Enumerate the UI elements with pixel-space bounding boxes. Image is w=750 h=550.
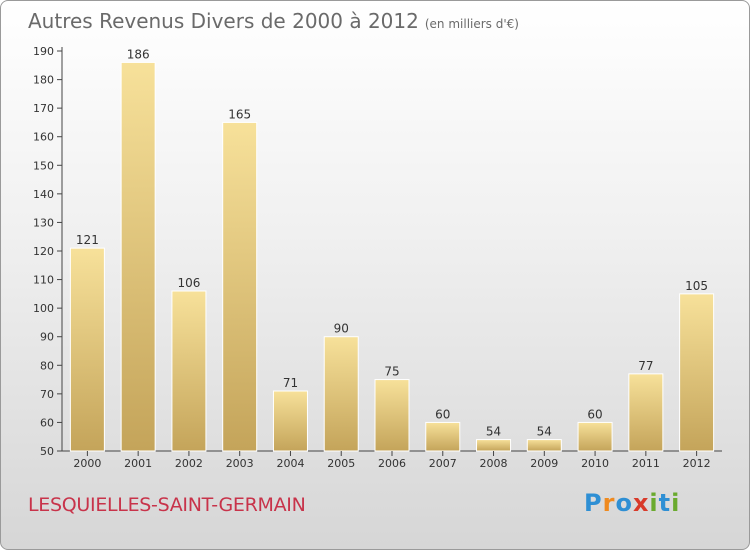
x-tick-label: 2012 bbox=[683, 457, 711, 470]
bar bbox=[69, 247, 105, 452]
x-tick-label: 2008 bbox=[480, 457, 508, 470]
x-tick-label: 2004 bbox=[276, 457, 304, 470]
y-tick-label: 50 bbox=[40, 445, 54, 458]
chart-title-text: Autres Revenus Divers de 2000 à 2012 bbox=[28, 9, 419, 33]
y-tick-label: 60 bbox=[40, 416, 54, 429]
bar-value-label: 77 bbox=[638, 359, 653, 373]
x-tick-label: 2007 bbox=[429, 457, 457, 470]
bar bbox=[577, 421, 613, 452]
x-tick-label: 2010 bbox=[581, 457, 609, 470]
bar-value-label: 121 bbox=[76, 233, 99, 247]
proxiti-logo: Proxiti bbox=[584, 489, 681, 517]
bar bbox=[628, 373, 664, 452]
bar-value-label: 60 bbox=[587, 407, 602, 421]
chart-title: Autres Revenus Divers de 2000 à 2012 (en … bbox=[28, 9, 519, 33]
chart-unit: (en milliers d'€) bbox=[424, 17, 519, 31]
y-tick-label: 130 bbox=[33, 216, 54, 229]
bar bbox=[120, 61, 156, 452]
y-tick-label: 110 bbox=[33, 274, 54, 287]
y-tick-label: 80 bbox=[40, 359, 54, 372]
bar-value-label: 186 bbox=[127, 47, 150, 61]
bar-value-label: 165 bbox=[228, 107, 251, 121]
bar bbox=[222, 121, 258, 452]
y-tick-label: 150 bbox=[33, 159, 54, 172]
x-tick-label: 2002 bbox=[175, 457, 203, 470]
x-tick-label: 2006 bbox=[378, 457, 406, 470]
bar bbox=[526, 439, 562, 452]
x-tick-label: 2005 bbox=[327, 457, 355, 470]
bar-value-label: 90 bbox=[334, 322, 349, 336]
bar-value-label: 71 bbox=[283, 376, 298, 390]
bar bbox=[323, 336, 359, 452]
bar bbox=[171, 290, 207, 452]
bar bbox=[425, 421, 461, 452]
y-tick-label: 180 bbox=[33, 74, 54, 87]
y-tick-label: 70 bbox=[40, 388, 54, 401]
bar-value-label: 75 bbox=[384, 365, 399, 379]
bar-value-label: 54 bbox=[537, 425, 552, 439]
y-tick-label: 100 bbox=[33, 302, 54, 315]
y-tick-label: 90 bbox=[40, 331, 54, 344]
bar-value-label: 106 bbox=[177, 276, 200, 290]
bar bbox=[476, 439, 512, 452]
bar-value-label: 60 bbox=[435, 407, 450, 421]
y-tick-label: 120 bbox=[33, 245, 54, 258]
x-tick-label: 2011 bbox=[632, 457, 660, 470]
bar bbox=[374, 379, 410, 452]
bar-value-label: 54 bbox=[486, 425, 501, 439]
x-tick-label: 2003 bbox=[226, 457, 254, 470]
y-tick-label: 190 bbox=[33, 45, 54, 58]
bar-value-label: 105 bbox=[685, 279, 708, 293]
y-tick-label: 160 bbox=[33, 131, 54, 144]
x-tick-label: 2009 bbox=[530, 457, 558, 470]
y-tick-label: 140 bbox=[33, 188, 54, 201]
bar bbox=[679, 293, 715, 452]
x-tick-label: 2000 bbox=[73, 457, 101, 470]
x-tick-label: 2001 bbox=[124, 457, 152, 470]
y-tick-label: 170 bbox=[33, 102, 54, 115]
bar bbox=[272, 390, 308, 452]
commune-name: LESQUIELLES-SAINT-GERMAIN bbox=[28, 494, 306, 516]
